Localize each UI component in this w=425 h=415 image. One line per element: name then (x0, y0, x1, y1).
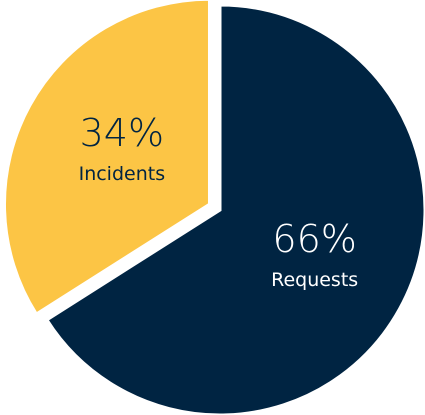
pie-slice-incidents (2, 0, 211, 317)
slice-category-label-incidents: Incidents (79, 163, 166, 185)
slice-category-label-requests: Requests (271, 269, 358, 291)
slice-percent-label-requests: 66% (272, 217, 356, 261)
slice-percent-label-incidents: 34% (80, 111, 164, 155)
pie-slice-requests (44, 3, 425, 415)
